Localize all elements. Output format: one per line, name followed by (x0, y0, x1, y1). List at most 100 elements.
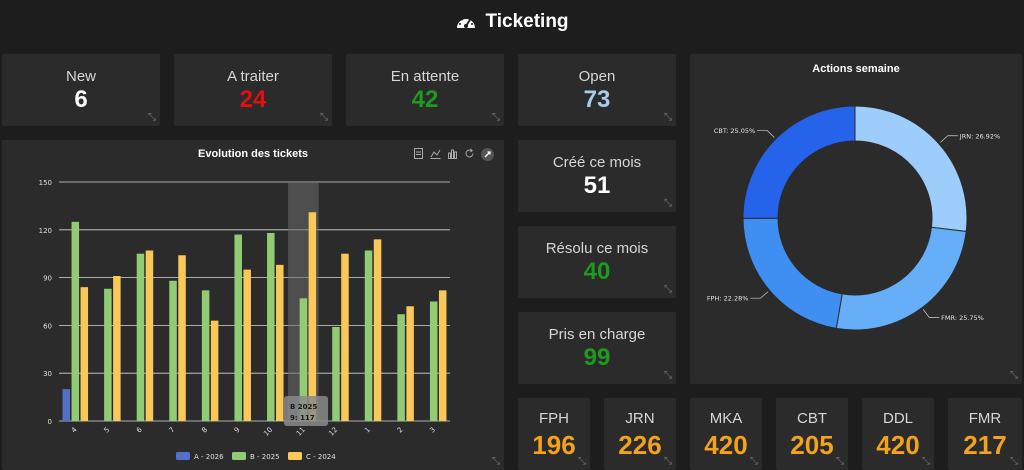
x-tick-label: 10 (262, 426, 274, 438)
y-tick-label: 120 (39, 227, 52, 235)
resize-handle-icon[interactable]: ⤡ (1010, 456, 1018, 467)
slice-label: FPH: 22.28% (707, 295, 749, 303)
resize-handle-icon[interactable]: ⤡ (578, 456, 586, 467)
line-chart-icon[interactable] (430, 148, 441, 159)
resize-handle-icon[interactable]: ⤡ (492, 456, 500, 467)
gauge-icon (457, 17, 476, 28)
chart-tooltip: B 2025 9: 117 (284, 396, 328, 426)
kpi-value: 420 (876, 430, 920, 460)
tooltip-series: B 2025 (290, 403, 317, 411)
kpi-card-en-attente: En attente 42 ⤡ (346, 54, 504, 126)
bar-b-7[interactable] (169, 280, 177, 421)
resize-handle-icon[interactable]: ⤡ (148, 112, 156, 123)
kpi-card-cree-ce-mois: Créé ce mois 51 ⤡ (518, 140, 676, 212)
bar-a-4[interactable] (62, 389, 71, 421)
kpi-label: Créé ce mois (552, 153, 642, 171)
bar-c-1[interactable] (373, 239, 382, 421)
bar-c-5[interactable] (113, 276, 121, 421)
kpi-card-cbt: CBT 205 ⤡ (776, 398, 848, 470)
x-tick-label: 12 (327, 426, 339, 438)
bar-b-12[interactable] (332, 326, 340, 421)
kpi-label: JRN (625, 410, 655, 427)
kpi-value: 226 (618, 430, 662, 460)
save-image-icon[interactable] (481, 148, 494, 161)
resize-handle-icon[interactable]: ⤡ (320, 112, 328, 123)
chart-title: Evolution des tickets (197, 148, 309, 160)
kpi-card-fmr: FMR 217 ⤡ (948, 398, 1022, 470)
kpi-value: 205 (790, 430, 834, 460)
donut-chart: JRN: 26.92% FMR: 25.75% FPH: 22.28% CBT: 25… (707, 105, 1000, 331)
legend-label: C - 2024 (306, 453, 336, 461)
bar-c-8[interactable] (210, 320, 219, 421)
bar-b-3[interactable] (429, 301, 438, 422)
resize-handle-icon[interactable]: ⤡ (492, 112, 500, 123)
x-tick-label: 9 (233, 426, 242, 435)
bar-b-5[interactable] (104, 288, 112, 421)
legend-swatch (288, 452, 302, 460)
kpi-card-a-traiter: A traiter 24 ⤡ (174, 54, 332, 126)
legend-item[interactable]: A - 2026 (176, 452, 224, 461)
kpi-label: New (65, 67, 96, 85)
x-tick-label: 4 (70, 425, 79, 434)
kpi-value: 99 (583, 343, 611, 371)
y-tick-label: 150 (39, 179, 52, 187)
kpi-label: FMR (968, 410, 1002, 427)
bar-c-10[interactable] (276, 264, 284, 421)
kpi-value: 196 (532, 430, 576, 460)
bar-b-10[interactable] (267, 232, 275, 421)
donut-slice-jrn[interactable] (854, 105, 968, 233)
resize-handle-icon[interactable]: ⤡ (664, 284, 672, 295)
kpi-card-fph: FPH 196 ⤡ (518, 398, 590, 470)
resize-handle-icon[interactable]: ⤡ (1010, 370, 1018, 381)
bar-c-3[interactable] (438, 290, 447, 421)
bar-c-11[interactable] (308, 212, 317, 421)
bar-b-1[interactable] (364, 250, 373, 421)
bar-b-2[interactable] (397, 314, 405, 421)
kpi-label: Open (578, 67, 616, 85)
kpi-value: 51 (583, 171, 611, 199)
resize-handle-icon[interactable]: ⤡ (664, 198, 672, 209)
kpi-card-open: Open 73 ⤡ (518, 54, 676, 126)
legend-item[interactable]: C - 2024 (288, 452, 336, 461)
resize-handle-icon[interactable]: ⤡ (836, 456, 844, 467)
bar-b-4[interactable] (71, 221, 80, 421)
kpi-label: DDL (882, 410, 913, 427)
bar-b-6[interactable] (136, 253, 145, 421)
resize-handle-icon[interactable]: ⤡ (664, 370, 672, 381)
x-tick-label: 11 (295, 426, 307, 438)
bar-c-12[interactable] (341, 253, 349, 421)
kpi-card-pris-en-charge: Pris en charge 99 ⤡ (518, 312, 676, 384)
kpi-value: 40 (583, 257, 611, 285)
donut-slice-cbt[interactable] (742, 105, 856, 219)
kpi-value: 420 (704, 430, 748, 460)
kpi-card-mka: MKA 420 ⤡ (690, 398, 762, 470)
restore-icon[interactable] (464, 148, 475, 159)
resize-handle-icon[interactable]: ⤡ (664, 112, 672, 123)
page-header: Ticketing (0, 0, 1024, 44)
kpi-value: 73 (583, 85, 611, 113)
legend-label: A - 2026 (194, 453, 224, 461)
resize-handle-icon[interactable]: ⤡ (750, 456, 758, 467)
kpi-value: 217 (963, 430, 1007, 460)
resize-handle-icon[interactable]: ⤡ (922, 456, 930, 467)
legend-label: B - 2025 (250, 453, 280, 461)
bar-b-11[interactable] (299, 298, 308, 421)
kpi-card-ddl: DDL 420 ⤡ (862, 398, 934, 470)
label-leader-line (750, 291, 769, 299)
bar-b-9[interactable] (234, 234, 242, 421)
y-tick-label: 0 (48, 418, 52, 426)
data-view-icon[interactable] (413, 148, 424, 159)
bar-c-2[interactable] (406, 306, 414, 421)
donut-slice-fph[interactable] (742, 217, 843, 330)
bar-c-7[interactable] (178, 255, 186, 421)
legend-item[interactable]: B - 2025 (232, 452, 280, 461)
slice-label: CBT: 25.05% (714, 127, 755, 135)
bar-c-4[interactable] (80, 287, 89, 421)
slice-label: FMR: 25.75% (941, 314, 984, 322)
bar-b-8[interactable] (201, 290, 210, 421)
bar-chart-icon[interactable] (447, 148, 458, 159)
resize-handle-icon[interactable]: ⤡ (664, 456, 672, 467)
kpi-label: En attente (390, 67, 460, 85)
bar-c-9[interactable] (243, 269, 251, 421)
bar-c-6[interactable] (145, 250, 154, 421)
